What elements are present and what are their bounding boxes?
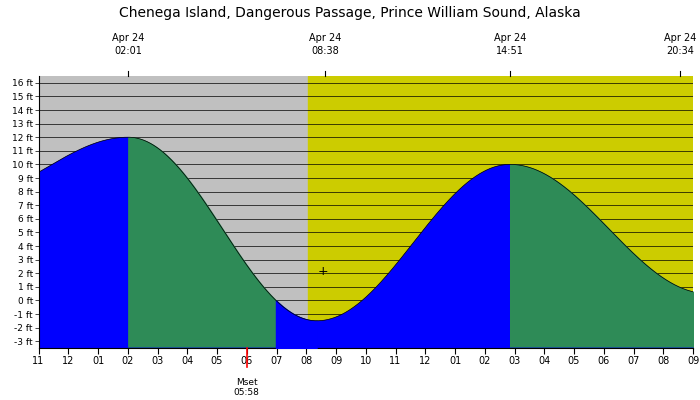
Text: Apr 24
08:38: Apr 24 08:38 — [309, 33, 342, 56]
Text: Mset
05:58: Mset 05:58 — [234, 378, 260, 397]
Text: Apr 24
20:34: Apr 24 20:34 — [664, 33, 696, 56]
Bar — [38, 76, 308, 348]
Text: Chenega Island, Dangerous Passage, Prince William Sound, Alaska: Chenega Island, Dangerous Passage, Princ… — [119, 6, 581, 20]
Text: Apr 24
02:01: Apr 24 02:01 — [112, 33, 144, 56]
Text: Apr 24
14:51: Apr 24 14:51 — [494, 33, 526, 56]
Text: +: + — [317, 265, 328, 278]
Bar — [308, 76, 693, 348]
